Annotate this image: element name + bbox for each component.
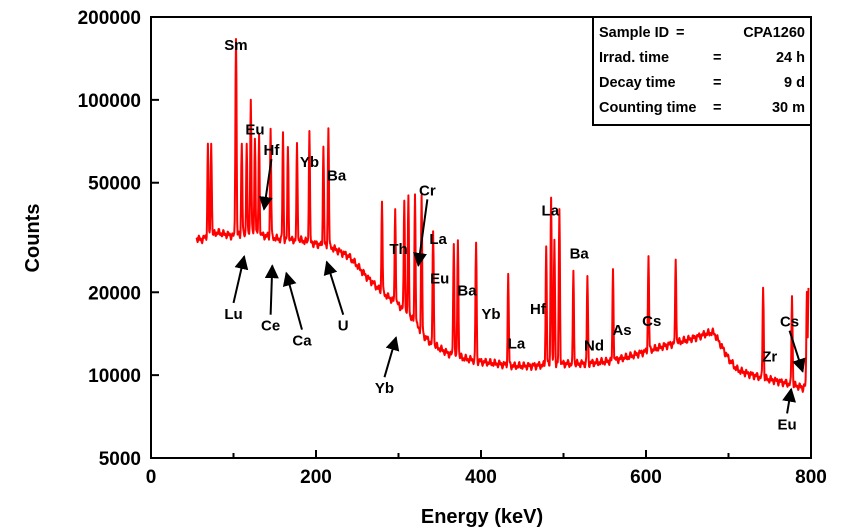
peak-label: Nd: [584, 337, 604, 354]
peak-label: Th: [389, 241, 407, 258]
peak-annotations: SmEuHfYbBaLuCeCaUThCrLaEuBaYbYbLaHfLaBaN…: [224, 37, 806, 433]
peak-label: Ba: [570, 246, 590, 263]
y-tick-label: 50000: [88, 174, 141, 195]
info-key: Irrad. time: [599, 50, 669, 66]
info-key: Decay time: [599, 75, 676, 91]
info-separator: =: [713, 100, 721, 116]
info-value: 24 h: [776, 50, 805, 66]
peak-arrow: [413, 199, 429, 267]
peak-arrow: [264, 264, 279, 315]
peak-label: Ce: [261, 318, 280, 335]
peak-label: Cr: [419, 182, 436, 199]
peak-arrow: [323, 260, 345, 316]
x-tick-label: 600: [630, 467, 662, 488]
peak-label: Hf: [264, 142, 281, 159]
peak-label: Eu: [245, 121, 264, 138]
y-tick-label: 5000: [99, 449, 141, 470]
peak-label: La: [542, 203, 560, 220]
peak-label: As: [612, 322, 631, 339]
info-value: 9 d: [784, 75, 805, 91]
peak-label: La: [508, 335, 526, 352]
peak-label: Ca: [292, 333, 312, 350]
info-separator: =: [713, 75, 721, 91]
peak-label: Yb: [481, 306, 500, 323]
peak-arrow: [788, 330, 806, 373]
peak-label: Ba: [327, 167, 347, 184]
info-box: Sample ID = CPA1260 Irrad. time = 24 h Decay t…: [592, 16, 812, 126]
x-tick-label: 400: [465, 467, 497, 488]
y-tick-label: 200000: [78, 8, 141, 29]
info-key: Counting time: [599, 100, 696, 116]
peak-label: Ba: [457, 282, 477, 299]
peak-arrow: [232, 255, 249, 304]
peak-label: La: [429, 231, 447, 248]
y-axis-label: Counts: [22, 204, 44, 273]
spectrum-layer: [195, 38, 810, 393]
peak-label: Sm: [224, 37, 247, 54]
x-axis-ticks: 0 200 400 600 800: [146, 450, 827, 488]
x-tick-label: 0: [146, 467, 157, 488]
y-tick-label: 10000: [88, 366, 141, 387]
y-tick-label: 100000: [78, 91, 141, 112]
y-tick-label: 20000: [88, 283, 141, 304]
peak-label: Eu: [777, 416, 796, 433]
peak-arrow: [282, 271, 303, 330]
info-box-frame: [592, 16, 812, 126]
peak-label: U: [338, 318, 349, 335]
info-key: Sample ID: [599, 25, 669, 41]
peak-label: Hf: [530, 301, 547, 318]
x-axis-label: Energy (keV): [421, 506, 543, 528]
info-value: 30 m: [772, 100, 805, 116]
peak-label: Cs: [642, 313, 661, 330]
peak-label: Zr: [762, 349, 777, 366]
peak-label: Cs: [780, 314, 799, 331]
info-separator: =: [713, 50, 721, 66]
peak-label: Eu: [430, 271, 449, 288]
info-value: CPA1260: [743, 25, 805, 41]
peak-arrow: [383, 336, 400, 378]
peak-arrow: [782, 387, 796, 414]
peak-arrow: [258, 158, 273, 211]
peak-label: Yb: [300, 154, 319, 171]
peak-label: Yb: [375, 380, 394, 397]
info-separator: =: [676, 25, 684, 41]
x-tick-label: 200: [300, 467, 332, 488]
y-axis-ticks: 5000 10000 20000 50000 100000 200000: [78, 8, 159, 470]
spectrum-line: [195, 38, 810, 393]
peak-label: Lu: [224, 306, 242, 323]
x-tick-label: 800: [795, 467, 827, 488]
